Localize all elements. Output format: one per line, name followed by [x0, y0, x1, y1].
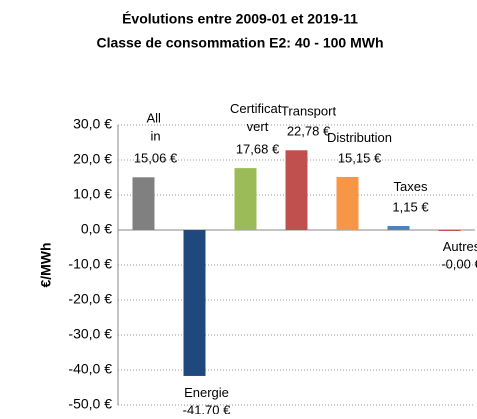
value-label: 17,68 €	[236, 142, 280, 157]
y-tick-label: -40,0 €	[68, 361, 112, 377]
category-label: Taxes	[394, 179, 428, 194]
bar	[336, 176, 359, 230]
y-tick-label: 0,0 €	[81, 221, 112, 237]
category-label: All in	[146, 111, 164, 144]
bar	[387, 225, 410, 230]
category-label: Autres	[443, 239, 477, 254]
value-label: 15,06 €	[134, 151, 178, 166]
bar	[132, 177, 155, 230]
chart-title: Évolutions entre 2009-01 et 2019-11	[122, 11, 358, 27]
value-label: 22,78 €	[287, 124, 331, 139]
bar	[438, 230, 461, 231]
value-label: 15,15 €	[338, 150, 382, 165]
value-label: -41,70 €	[183, 402, 231, 414]
y-tick-label: 10,0 €	[73, 186, 112, 202]
bar	[285, 150, 308, 230]
value-label: 1,15 €	[392, 199, 429, 214]
y-tick-label: 20,0 €	[73, 151, 112, 167]
category-label: Distribution	[327, 130, 392, 145]
bar	[183, 230, 206, 376]
bar	[234, 168, 257, 230]
category-label: Energie	[184, 385, 229, 400]
category-label: Certificat vert	[230, 102, 285, 135]
chart-subtitle: Classe de consommation E2: 40 - 100 MWh	[96, 35, 383, 51]
y-tick-label: -30,0 €	[68, 326, 112, 342]
y-tick-label: -10,0 €	[68, 256, 112, 272]
y-axis-label: €/MWh	[38, 242, 54, 287]
value-label: -0,00 €	[441, 256, 477, 271]
y-tick-label: 30,0 €	[73, 116, 112, 132]
y-tick-label: -20,0 €	[68, 291, 112, 307]
category-label: Transport	[281, 104, 337, 119]
y-tick-label: -50,0 €	[68, 396, 112, 412]
